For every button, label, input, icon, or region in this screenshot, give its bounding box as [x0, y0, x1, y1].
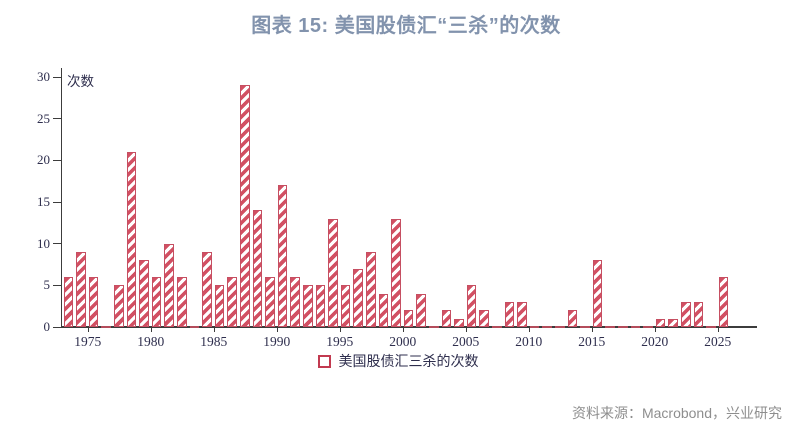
- bar-1977: [113, 285, 124, 327]
- x-tick-2025: [717, 327, 719, 332]
- x-tick-2010: [528, 327, 530, 332]
- y-tick-label-15: 15: [37, 194, 50, 209]
- legend: 美国股债汇三杀的次数: [0, 351, 804, 371]
- bar-2024: [706, 325, 716, 328]
- x-tick-label-2000: 2000: [389, 334, 417, 349]
- bar-2003: [441, 310, 452, 327]
- x-tick-label-2025: 2025: [704, 334, 732, 349]
- bar-1991: [290, 277, 301, 327]
- bar-2002: [428, 325, 439, 328]
- bar-2025: [718, 277, 729, 327]
- bar-2019: [643, 325, 653, 328]
- x-tick-label-2010: 2010: [515, 334, 543, 349]
- bar-2021: [668, 318, 679, 327]
- bar-1976: [101, 325, 112, 328]
- bar-1983: [189, 325, 200, 328]
- y-tick-5: [53, 284, 61, 286]
- y-axis-line: [61, 68, 62, 327]
- bar-1997: [365, 252, 376, 327]
- y-tick-15: [53, 201, 61, 203]
- x-tick-2015: [591, 327, 593, 332]
- x-tick-1990: [276, 327, 278, 332]
- bar-2012: [554, 325, 565, 328]
- x-tick-label-1980: 1980: [137, 334, 165, 349]
- x-tick-2005: [465, 327, 467, 332]
- bar-1988: [252, 210, 263, 327]
- x-tick-label-2015: 2015: [578, 334, 606, 349]
- bar-1980: [151, 277, 162, 327]
- bar-1990: [277, 185, 288, 327]
- bar-1994: [328, 218, 338, 327]
- x-tick-label-1975: 1975: [74, 334, 102, 349]
- y-tick-label-30: 30: [37, 69, 50, 84]
- bar-2005: [466, 285, 477, 327]
- bar-2020: [655, 318, 666, 327]
- legend-label: 美国股债汇三杀的次数: [338, 355, 479, 370]
- bar-2011: [542, 325, 553, 328]
- bar-1992: [302, 285, 313, 327]
- bar-1998: [378, 293, 389, 327]
- bar-1986: [227, 277, 238, 327]
- bar-1999: [391, 218, 401, 327]
- y-tick-10: [53, 243, 61, 245]
- source-note: 资料来源：Macrobond，兴业研究: [571, 405, 782, 421]
- bar-2008: [504, 302, 515, 327]
- bar-2010: [529, 325, 540, 328]
- y-tick-label-10: 10: [37, 235, 50, 251]
- y-tick-label-0: 0: [43, 319, 51, 334]
- x-tick-2020: [654, 327, 656, 332]
- x-tick-1995: [339, 327, 341, 332]
- chart-title: 图表 15: 美国股债汇“三杀”的次数: [251, 15, 561, 37]
- x-tick-1975: [87, 327, 89, 332]
- x-tick-1985: [213, 327, 215, 332]
- bar-1975: [88, 277, 99, 327]
- bar-1996: [353, 268, 364, 327]
- bar-2006: [479, 310, 490, 327]
- bar-2009: [517, 302, 527, 327]
- bar-2007: [491, 325, 502, 328]
- bar-1978: [126, 152, 137, 327]
- bar-1987: [239, 85, 250, 327]
- y-tick-0: [53, 326, 61, 328]
- bar-2016: [605, 325, 616, 328]
- bar-2004: [454, 318, 464, 327]
- bar-1973: [63, 277, 74, 327]
- x-tick-2000: [402, 327, 404, 332]
- bar-1981: [164, 243, 175, 327]
- bar-1982: [176, 277, 187, 327]
- bar-1995: [340, 285, 351, 327]
- legend-marker-icon: [317, 354, 331, 368]
- y-tick-label-5: 5: [43, 277, 51, 293]
- bar-2000: [403, 310, 414, 327]
- bar-1974: [76, 252, 86, 327]
- bar-2023: [693, 302, 704, 327]
- x-tick-1980: [150, 327, 152, 332]
- bar-2018: [630, 325, 641, 328]
- bar-1993: [315, 285, 326, 327]
- bar-1979: [139, 260, 149, 327]
- bar-1989: [265, 277, 275, 327]
- x-tick-label-1985: 1985: [200, 334, 228, 349]
- bar-2017: [617, 325, 628, 328]
- bar-2015: [592, 260, 603, 327]
- y-tick-label-20: 20: [37, 152, 50, 168]
- bar-2014: [580, 325, 590, 328]
- y-tick-30: [53, 76, 61, 78]
- x-tick-label-2020: 2020: [641, 334, 669, 349]
- bar-1984: [202, 252, 212, 327]
- bar-2001: [416, 293, 427, 327]
- bar-2022: [680, 302, 691, 327]
- bar-1985: [214, 285, 225, 327]
- y-axis-unit-label: 次数: [67, 74, 94, 89]
- x-tick-label-1995: 1995: [326, 334, 354, 349]
- y-tick-label-25: 25: [37, 110, 50, 126]
- x-tick-label-1990: 1990: [263, 334, 291, 349]
- y-tick-25: [53, 118, 61, 120]
- bar-2013: [567, 310, 578, 327]
- x-tick-label-2005: 2005: [452, 334, 480, 349]
- y-tick-20: [53, 159, 61, 161]
